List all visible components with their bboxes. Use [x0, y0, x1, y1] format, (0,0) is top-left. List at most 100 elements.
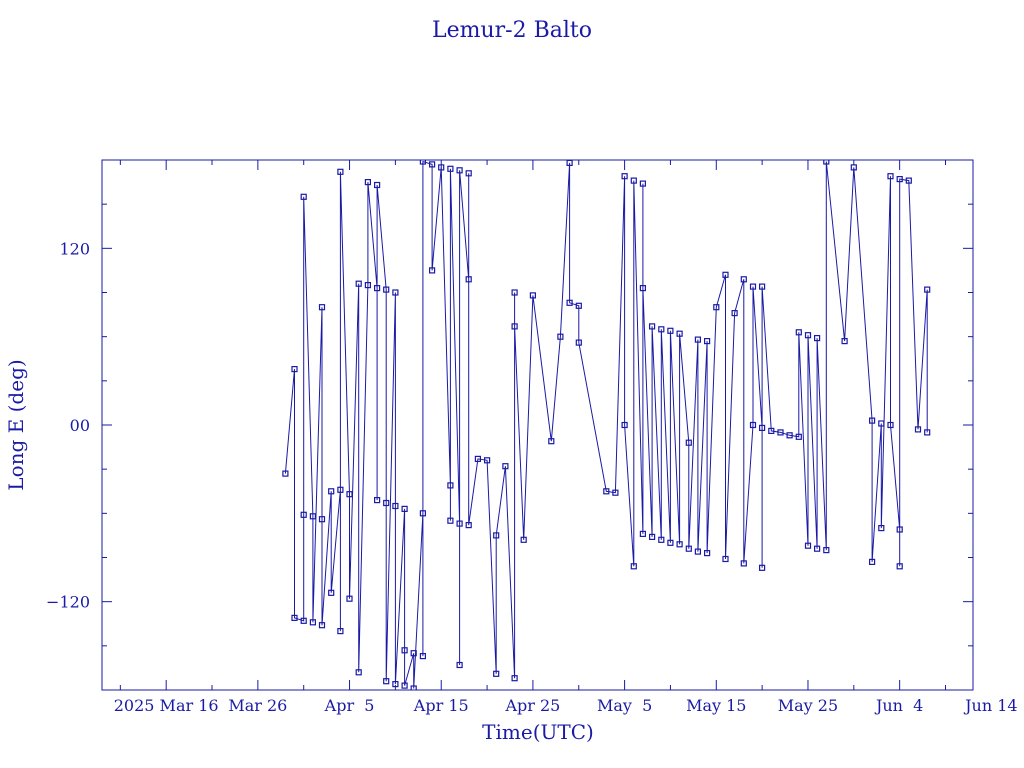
x-tick-label: Jun 4	[874, 696, 923, 715]
x-tick-label: 2025 Mar 16	[114, 696, 219, 715]
plot-area	[282, 160, 931, 690]
data-point	[823, 546, 830, 554]
y-axis-label: Long E (deg)	[4, 359, 28, 490]
data-point	[374, 285, 381, 292]
data-point	[291, 614, 298, 622]
data-point	[309, 513, 316, 520]
x-tick-label: Jun 14	[963, 696, 1017, 715]
series-line	[284, 160, 928, 689]
data-point	[758, 283, 766, 290]
data-point	[795, 329, 802, 336]
data-point	[401, 647, 408, 654]
data-point	[878, 420, 885, 427]
data-point	[667, 327, 674, 334]
x-tick-labels: 2025 Mar 16 Mar 26 Apr 5 Apr 15 Apr 25 May 5 M…	[114, 696, 1018, 715]
data-point	[868, 558, 876, 566]
x-tick-label: May 15	[686, 696, 746, 715]
data-point	[493, 532, 500, 539]
data-point	[850, 164, 857, 171]
data-point	[868, 417, 876, 424]
data-point	[639, 530, 647, 538]
data-point	[758, 424, 766, 431]
data-point	[566, 160, 573, 166]
data-point	[713, 304, 720, 311]
data-point	[786, 432, 793, 439]
data-point	[474, 455, 481, 462]
data-point	[878, 524, 885, 532]
data-point	[621, 173, 628, 180]
data-point	[667, 539, 674, 546]
data-point	[484, 457, 491, 464]
data-point	[392, 289, 399, 296]
data-point	[374, 497, 381, 504]
data-point	[768, 427, 775, 434]
data-point	[318, 516, 326, 523]
data-point	[438, 164, 445, 171]
data-point	[364, 179, 371, 186]
data-point	[511, 289, 518, 296]
data-point	[419, 652, 426, 660]
data-point	[328, 589, 335, 596]
data-point	[722, 555, 729, 563]
data-point	[383, 499, 390, 507]
data-point	[703, 549, 711, 557]
data-point	[548, 438, 555, 445]
x-axis-label: Time(UTC)	[482, 720, 594, 744]
data-point	[575, 302, 582, 309]
data-point	[419, 160, 426, 165]
data-point	[401, 682, 408, 689]
y-tick-label: −120	[46, 593, 90, 612]
data-point	[346, 491, 353, 498]
data-point	[419, 510, 426, 517]
data-point	[648, 323, 656, 330]
data-point	[896, 563, 903, 570]
data-point	[447, 482, 454, 489]
y-tick-label: 00	[70, 416, 90, 435]
data-point	[566, 299, 573, 306]
data-point	[804, 332, 812, 339]
data-point	[731, 310, 738, 317]
data-point	[355, 669, 362, 676]
data-point	[337, 486, 344, 493]
data-point	[511, 675, 518, 682]
data-point	[823, 160, 830, 165]
chart-title: Lemur-2 Balto	[432, 18, 592, 43]
data-point	[364, 282, 371, 289]
data-point	[392, 502, 399, 510]
data-point	[300, 617, 307, 624]
data-point	[914, 426, 922, 433]
x-tick-label: Apr 25	[504, 696, 560, 715]
data-point	[300, 511, 307, 518]
data-point	[346, 595, 353, 602]
data-point	[291, 366, 298, 373]
data-point	[621, 421, 628, 429]
data-point	[658, 536, 665, 543]
data-point	[300, 193, 307, 200]
data-point	[887, 421, 894, 429]
data-point	[658, 326, 665, 333]
data-point	[456, 661, 463, 669]
x-tick-label: May 25	[778, 696, 838, 715]
data-series	[282, 160, 931, 690]
data-point	[703, 338, 711, 345]
plot-frame	[101, 159, 974, 691]
data-point	[374, 181, 381, 189]
data-point	[429, 267, 436, 274]
data-point	[401, 505, 408, 512]
data-point	[456, 520, 463, 527]
data-point	[328, 488, 335, 495]
data-point	[740, 276, 747, 283]
data-point	[447, 165, 454, 172]
data-point	[896, 176, 903, 183]
axis-ticks	[102, 160, 973, 690]
data-point	[639, 180, 647, 187]
data-point	[795, 433, 802, 440]
data-point	[813, 545, 821, 552]
data-point	[841, 338, 848, 345]
data-point	[392, 680, 399, 688]
data-point	[318, 304, 326, 311]
x-tick-label: May 5	[597, 696, 652, 715]
data-point	[529, 292, 537, 299]
data-point	[722, 271, 729, 278]
data-point	[813, 335, 821, 342]
